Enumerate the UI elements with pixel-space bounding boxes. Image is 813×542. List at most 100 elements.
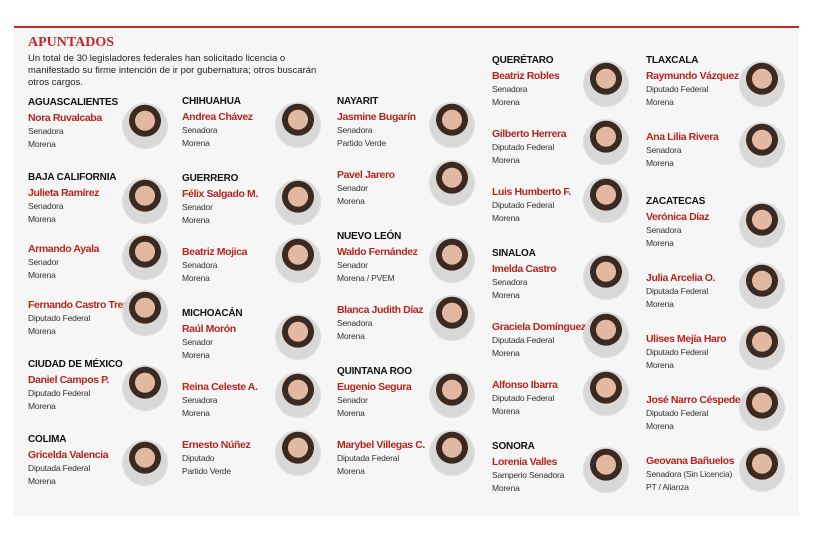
state-heading: CIUDAD DE MÉXICO	[28, 359, 123, 370]
person-party: Morena	[28, 270, 56, 280]
person-party: Morena	[492, 406, 520, 416]
person-role: Senadora	[182, 125, 218, 135]
person-name: Beatriz Mojica	[182, 246, 248, 258]
person-party: Morena	[492, 155, 520, 165]
person-role: Senador	[337, 395, 368, 405]
person-role: Diputado Federal	[492, 142, 555, 152]
person-party: Morena	[182, 273, 210, 283]
title: APUNTADOS	[28, 35, 115, 50]
person-name: Lorenia Valles	[492, 456, 558, 468]
state-heading: QUINTANA ROO	[337, 366, 412, 377]
person-party: Morena	[28, 214, 56, 224]
person-name: Jasmine Bugarín	[337, 111, 416, 123]
person-role: Diputado Federal	[28, 388, 91, 398]
person-role: Diputado Federal	[492, 200, 555, 210]
person-role: Senadora	[492, 277, 528, 287]
person-photo	[430, 296, 474, 340]
person-role: Samperio Senadora	[492, 470, 565, 480]
person-name: Félix Salgado M.	[182, 188, 258, 200]
intro: Un total de 30 legisladores federales ha…	[28, 53, 317, 88]
person-party: Morena / PVEM	[337, 273, 395, 283]
person-role: Diputada Federal	[492, 335, 555, 345]
state-heading: NUEVO LEÓN	[337, 231, 402, 242]
person-party: Morena	[182, 350, 210, 360]
person-name: Pavel Jarero	[337, 169, 395, 181]
person-party: Morena	[337, 408, 365, 418]
person-party: Morena	[28, 326, 56, 336]
person-photo	[276, 431, 320, 475]
person-name: Raúl Morón	[182, 323, 236, 335]
person-role: Diputado Federal	[646, 408, 709, 418]
person-party: PT / Alianza	[646, 482, 689, 492]
person-role: Diputada Federal	[646, 286, 709, 296]
person-party: Morena	[646, 360, 674, 370]
person-role: Senadora	[492, 84, 528, 94]
person-photo	[276, 103, 320, 147]
person-photo	[740, 386, 784, 430]
person-name: Andrea Chávez	[182, 111, 253, 123]
person-role: Diputado Federal	[646, 347, 709, 357]
person-party: Morena	[492, 483, 520, 493]
person-role: Senador	[182, 337, 213, 347]
state-heading: CHIHUAHUA	[182, 96, 241, 107]
person-role: Diputada Federal	[337, 453, 400, 463]
person-name: Gricelda Valencia	[28, 449, 109, 461]
person-party: Morena	[182, 215, 210, 225]
person-name: Julia Arcelia O.	[646, 272, 716, 284]
person-role: Senador	[28, 257, 59, 267]
person-name: Eugenio Segura	[337, 381, 412, 393]
person-party: Morena	[646, 238, 674, 248]
person-role: Senador	[337, 260, 368, 270]
person-photo	[276, 180, 320, 224]
person-photo	[123, 291, 167, 335]
person-party: Morena	[337, 196, 365, 206]
person-name: Alfonso Ibarra	[492, 379, 558, 391]
person-role: Senadora (Sin Licencia)	[646, 469, 733, 479]
person-name: Waldo Fernández	[337, 246, 418, 258]
person-name: Beatriz Robles	[492, 70, 560, 82]
person-photo	[430, 238, 474, 282]
person-party: Partido Verde	[182, 466, 231, 476]
person-party: Morena	[492, 348, 520, 358]
person-photo	[430, 161, 474, 205]
person-role: Diputado Federal	[646, 84, 709, 94]
person-photo	[584, 120, 628, 164]
person-photo	[584, 62, 628, 106]
person-photo	[740, 325, 784, 369]
person-role: Senadora	[646, 145, 682, 155]
person-photo	[740, 447, 784, 491]
person-name: Ernesto Núñez	[182, 439, 251, 451]
person-name: Raymundo Vázquez	[646, 70, 739, 82]
state-heading: NAYARIT	[337, 96, 379, 107]
person-name: Daniel Campos P.	[28, 374, 109, 386]
person-party: Morena	[492, 290, 520, 300]
state-heading: GUERRERO	[182, 173, 239, 184]
person-photo	[740, 203, 784, 247]
person-name: Ulises Mejía Haro	[646, 333, 727, 345]
person-photo	[123, 104, 167, 148]
person-name: Blanca Judith Díaz	[337, 304, 424, 316]
person-party: Morena	[492, 213, 520, 223]
person-photo	[276, 315, 320, 359]
person-photo	[584, 178, 628, 222]
state-heading: ZACATECAS	[646, 196, 706, 207]
person-role: Senadora	[28, 126, 64, 136]
person-party: Morena	[337, 466, 365, 476]
person-photo	[276, 373, 320, 417]
person-photo	[584, 313, 628, 357]
person-party: Morena	[337, 331, 365, 341]
person-party: Morena	[492, 97, 520, 107]
person-photo	[123, 179, 167, 223]
person-photo	[740, 264, 784, 308]
person-photo	[123, 366, 167, 410]
person-name: Fernando Castro Trenti	[28, 299, 135, 311]
person-photo	[584, 371, 628, 415]
person-role: Senadora	[646, 225, 682, 235]
person-party: Morena	[182, 408, 210, 418]
person-photo	[123, 441, 167, 485]
person-name: Luis Humberto F.	[492, 186, 571, 198]
person-party: Morena	[646, 158, 674, 168]
person-photo	[276, 238, 320, 282]
person-role: Senadora	[28, 201, 64, 211]
